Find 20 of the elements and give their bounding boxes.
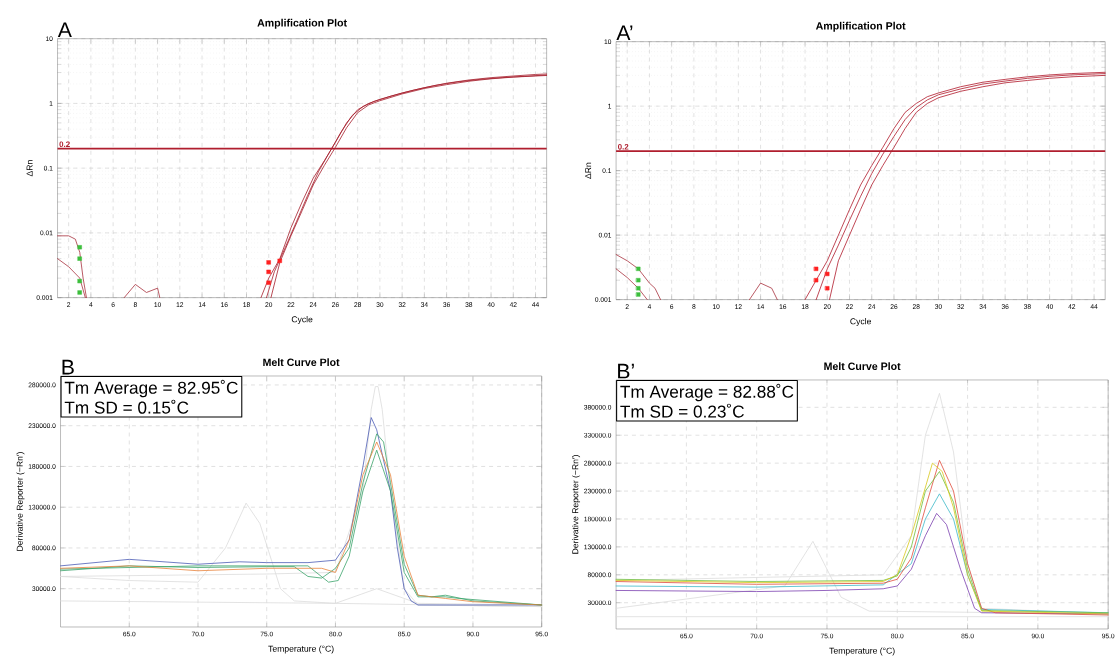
y-axis-title: ΔRn [26,160,33,177]
y-axis-title: Derivative Reporter (−Rn′) [572,455,581,554]
y-axis-title: Derivative Reporter (−Rn′) [16,452,25,551]
text: A’ [616,25,633,41]
text: B’ [618,363,634,379]
text: A [57,22,72,38]
text: B [62,359,74,375]
chart-title: Melt Curve Plot [263,358,340,367]
x-axis-title: Cycle [850,318,871,327]
annotation: Tm SD = 0.15˚C [64,399,189,414]
x-axis-title: Cycle [291,316,313,325]
x-axis-title: Temperature (°C) [268,645,334,654]
y-axis-title: ΔRn [585,162,592,179]
chart-title: Melt Curve Plot [824,362,901,371]
chart-title: Amplification Plot [257,18,347,29]
annotation: Tm Average = 82.88˚C [620,383,794,402]
x-axis-title: Temperature (°C) [829,647,895,656]
annotation: Tm Average = 82.95˚C [64,379,238,398]
chart-title: Amplification Plot [815,21,906,32]
annotation: Tm SD = 0.23˚C [620,403,744,418]
